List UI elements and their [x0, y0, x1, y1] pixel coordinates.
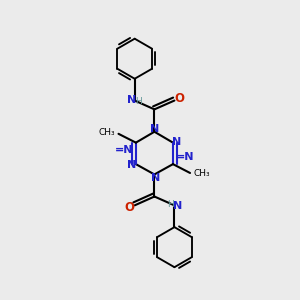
- Text: CH₃: CH₃: [98, 128, 115, 137]
- Text: N: N: [127, 94, 136, 105]
- Text: =N: =N: [176, 152, 194, 162]
- Text: N: N: [150, 124, 159, 134]
- Text: O: O: [124, 201, 134, 214]
- Text: =N: =N: [115, 145, 133, 155]
- Text: N: N: [127, 160, 136, 170]
- Text: N: N: [151, 173, 160, 183]
- Text: CH₃: CH₃: [194, 169, 210, 178]
- Text: N: N: [173, 201, 183, 211]
- Text: N: N: [172, 137, 182, 147]
- Text: H: H: [167, 200, 174, 209]
- Text: O: O: [175, 92, 185, 105]
- Text: H: H: [135, 97, 142, 106]
